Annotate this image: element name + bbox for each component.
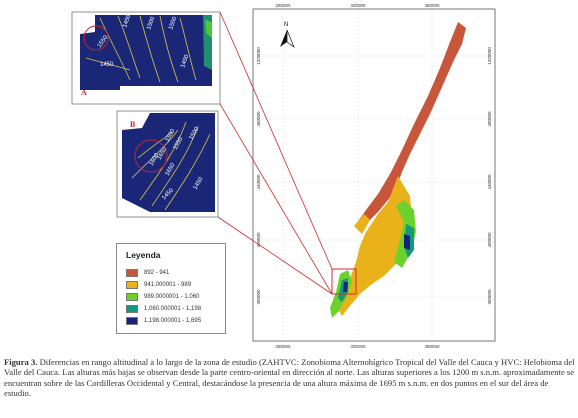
axis-top-label-1: 280000 [275, 3, 291, 8]
axis-left-label-3: 440000 [256, 174, 261, 190]
inset-a-contour-label-3: 1550 [168, 15, 178, 30]
axis-left-label-5: 360000 [256, 289, 261, 305]
axis-right-label-2: 480000 [487, 111, 492, 127]
legend-label-3: 989.0000001 - 1,060 [144, 294, 200, 300]
axis-right-label-1: 1320000 [487, 47, 492, 65]
legend-item-2: 941.000001 - 989 [126, 281, 226, 291]
axis-right-labels: 1320000 480000 440000 400000 360000 [487, 47, 492, 305]
legend-item-3: 989.0000001 - 1,060 [126, 293, 226, 303]
legend-panel: Leyenda 892 - 941 941.000001 - 989 989.0… [116, 243, 226, 334]
legend-label-2: 941.000001 - 989 [144, 282, 192, 288]
selection-box [331, 268, 357, 295]
inset-a-raster [80, 15, 212, 98]
caption-label: Figura 3. [4, 357, 38, 367]
axis-left-label-1: 1320000 [256, 47, 261, 65]
figure-caption: Figura 3. Diferencias en rango altitudin… [4, 357, 576, 399]
legend-item-1: 892 - 941 [126, 269, 226, 279]
north-arrow-label: N [284, 22, 288, 28]
axis-right-label-5: 360000 [487, 289, 492, 305]
legend-label-1: 892 - 941 [144, 270, 170, 276]
axis-top-label-2: 330000 [350, 3, 366, 8]
connector-line-a-bottom [219, 103, 333, 295]
connector-line-a-top [219, 11, 333, 270]
axis-top-labels: 280000 330000 380000 [275, 3, 440, 8]
north-arrow [280, 29, 295, 48]
axis-left-labels: 1320000 480000 440000 400000 360000 [256, 47, 261, 305]
legend-item-4: 1,060.000001 - 1,198 [126, 305, 226, 315]
inset-a-contour-label-2: 1500 [146, 15, 156, 30]
axis-bottom-label-3: 380000 [424, 344, 440, 349]
legend-swatch-2 [126, 281, 138, 289]
legend-swatch-3 [126, 293, 138, 301]
axis-left-label-4: 400000 [256, 232, 261, 248]
inset-a-contour-label-5: 1450 [100, 62, 114, 68]
axis-right-label-3: 440000 [487, 174, 492, 190]
inset-a-contour-label-6: 1450 [180, 53, 190, 68]
inset-b-raster [122, 113, 215, 212]
legend-item-5: 1,198.000001 - 1,695 [126, 317, 226, 327]
legend-label-4: 1,060.000001 - 1,198 [144, 306, 202, 312]
axis-bottom-label-1: 280000 [275, 344, 291, 349]
main-map-frame [252, 8, 496, 342]
legend-swatch-1 [126, 269, 138, 277]
legend-label-5: 1,198.000001 - 1,695 [144, 318, 202, 324]
axis-left-label-2: 480000 [256, 111, 261, 127]
axis-right-label-4: 400000 [487, 232, 492, 248]
inset-a-letter: A [81, 88, 87, 97]
caption-text: Diferencias en rango altitudinal a lo la… [4, 357, 575, 399]
axis-bottom-labels: 280000 330000 380000 [275, 344, 440, 349]
inset-a-contour-label-1: 1450 [122, 13, 132, 28]
axis-bottom-label-2: 330000 [350, 344, 366, 349]
axis-top-label-3: 380000 [424, 3, 440, 8]
inset-b-letter: B [130, 120, 136, 129]
legend-swatch-4 [126, 305, 138, 313]
study-area-raster [330, 22, 466, 318]
legend-title: Leyenda [126, 250, 161, 260]
connector-line-b [217, 216, 333, 295]
legend-swatch-5 [126, 317, 138, 325]
